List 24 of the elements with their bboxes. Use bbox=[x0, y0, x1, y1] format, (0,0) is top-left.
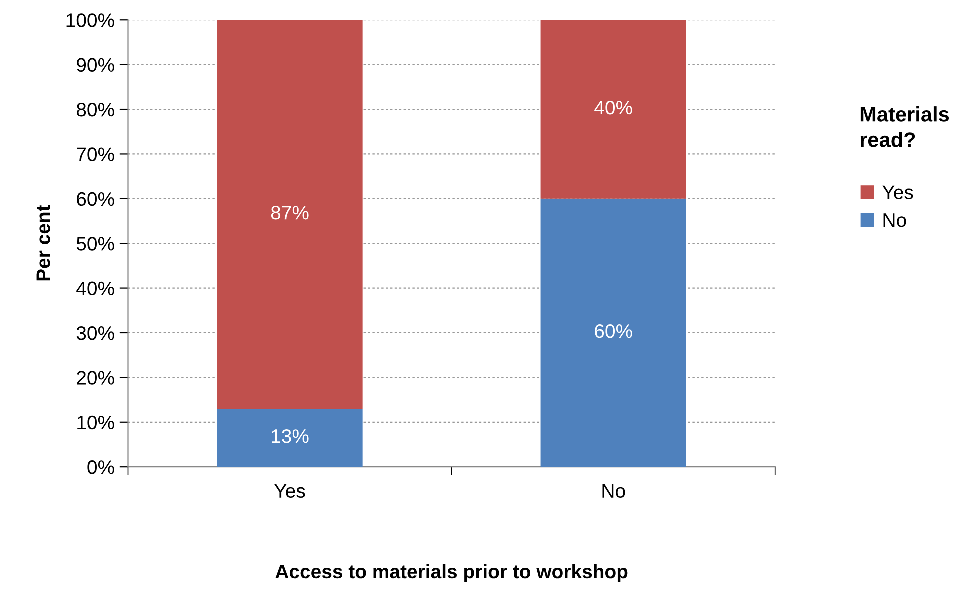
data-label: 87% bbox=[271, 206, 309, 220]
legend-label: No bbox=[884, 214, 906, 228]
data-label: 40% bbox=[594, 100, 632, 115]
data-label: 13% bbox=[272, 429, 309, 444]
y-tick-label: 0% bbox=[88, 460, 114, 474]
y-tick-label: 70% bbox=[77, 148, 114, 162]
y-tick-label: 40% bbox=[76, 282, 114, 296]
bar bbox=[540, 198, 686, 468]
x-axis-title: Access to materials prior to workshop bbox=[276, 564, 628, 583]
y-tick-label: 20% bbox=[77, 371, 114, 385]
bar bbox=[217, 20, 363, 409]
y-tick-label: 90% bbox=[77, 58, 114, 72]
y-tick-label: 10% bbox=[78, 416, 114, 430]
y-tick-label: 60% bbox=[77, 192, 114, 206]
bar bbox=[540, 20, 686, 199]
y-tick-label: 50% bbox=[76, 237, 114, 251]
legend-title: Materials read? bbox=[860, 106, 950, 148]
y-axis-title: Per cent bbox=[36, 205, 50, 281]
data-label: 60% bbox=[595, 324, 632, 338]
bar bbox=[217, 408, 363, 468]
y-tick-label: 100% bbox=[66, 14, 114, 28]
y-tick-label: 80% bbox=[76, 102, 114, 117]
y-tick-label: 30% bbox=[76, 326, 114, 340]
legend-label: Yes bbox=[882, 186, 914, 200]
